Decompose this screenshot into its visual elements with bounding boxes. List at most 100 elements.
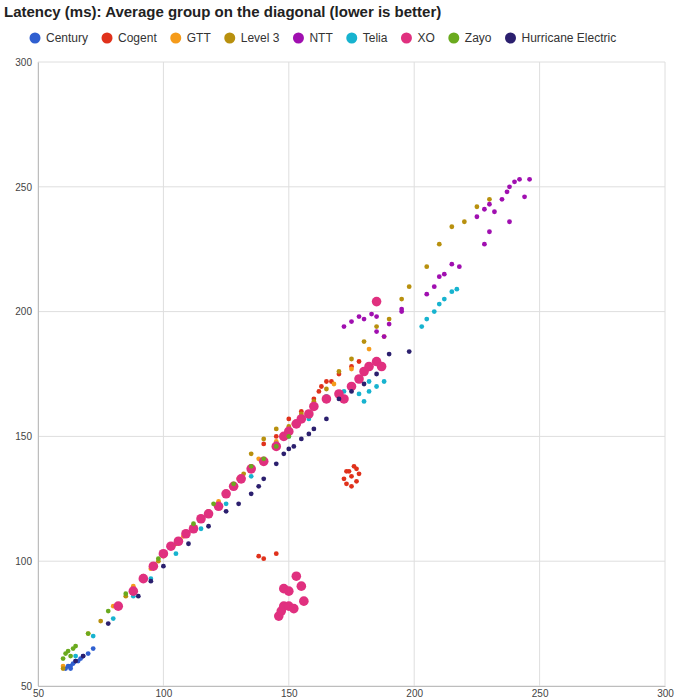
point — [357, 359, 362, 364]
x-axis: 50100150200250300 — [33, 686, 674, 699]
grid-line-x — [414, 62, 415, 686]
point — [148, 579, 153, 584]
point — [61, 656, 66, 661]
point — [261, 441, 266, 446]
legend-swatch — [505, 33, 516, 44]
legend-item: Level 3 — [224, 31, 280, 45]
x-tick-label: 200 — [406, 688, 423, 699]
point — [362, 317, 367, 322]
legend-swatch — [401, 33, 412, 44]
point — [274, 427, 279, 432]
point — [362, 382, 367, 387]
legend-swatch — [224, 33, 235, 44]
point — [374, 324, 379, 329]
legend-swatch — [346, 33, 357, 44]
legend-label: Century — [46, 31, 88, 45]
point — [271, 442, 281, 452]
point — [174, 536, 184, 546]
point — [492, 209, 497, 214]
point — [362, 339, 367, 344]
series — [61, 197, 492, 671]
point — [311, 427, 316, 432]
point — [286, 417, 291, 422]
grid-line-x — [539, 62, 540, 686]
point — [367, 347, 372, 352]
point — [487, 202, 492, 207]
y-tick: 50 — [21, 681, 38, 692]
y-tick: 300 — [15, 57, 38, 68]
point — [73, 644, 78, 649]
point — [505, 189, 510, 194]
points — [61, 177, 532, 671]
point — [86, 651, 91, 656]
point — [86, 631, 91, 636]
point — [68, 666, 73, 671]
point — [522, 194, 527, 199]
point — [424, 292, 429, 297]
point — [349, 389, 354, 394]
point — [349, 474, 354, 479]
point — [259, 457, 269, 467]
legend-item: NTT — [293, 31, 333, 45]
point — [299, 596, 309, 606]
legend-label: Cogent — [118, 31, 157, 45]
legend-label: Hurricane Electric — [521, 31, 616, 45]
point — [111, 616, 116, 621]
point — [454, 287, 459, 292]
point — [462, 219, 467, 224]
series — [63, 646, 95, 671]
series — [256, 359, 361, 561]
point — [457, 264, 462, 269]
grid-line-x — [38, 62, 39, 686]
x-axis-line — [39, 686, 666, 687]
grid-line-x — [665, 62, 666, 686]
point — [332, 382, 337, 387]
point — [527, 177, 532, 182]
point — [286, 446, 291, 451]
point — [374, 314, 379, 319]
point — [274, 434, 279, 439]
point — [419, 324, 424, 329]
point — [161, 564, 166, 569]
y-axis-line — [38, 63, 39, 687]
legend-swatch — [102, 33, 113, 44]
point — [106, 609, 111, 614]
point — [291, 444, 296, 449]
x-tick: 100 — [156, 686, 173, 699]
point — [261, 556, 266, 561]
point — [382, 334, 387, 339]
legend-item: Zayo — [448, 31, 492, 45]
series — [61, 334, 387, 668]
point — [68, 654, 73, 659]
plot: 5010015020025030050100150200250300 — [15, 57, 674, 699]
point — [374, 384, 379, 389]
point — [382, 334, 387, 339]
legend-swatch — [30, 33, 41, 44]
point — [324, 387, 329, 392]
y-tick-label: 200 — [15, 306, 32, 317]
point — [256, 554, 261, 559]
series — [73, 287, 459, 659]
y-tick-label: 250 — [15, 182, 32, 193]
point — [98, 619, 103, 624]
y-tick-label: 300 — [15, 57, 32, 68]
x-tick: 150 — [281, 686, 298, 699]
point — [357, 471, 362, 476]
point — [136, 594, 141, 599]
point — [286, 434, 291, 439]
point — [500, 197, 505, 202]
point — [274, 551, 279, 556]
legend-label: Level 3 — [241, 31, 280, 45]
point — [432, 284, 437, 289]
point — [206, 524, 211, 529]
point — [229, 482, 239, 492]
x-tick-label: 150 — [281, 688, 298, 699]
legend-item: Century — [30, 31, 89, 45]
point — [106, 621, 111, 626]
point — [261, 456, 266, 461]
point — [281, 451, 286, 456]
point — [91, 646, 96, 651]
point — [309, 402, 319, 412]
point — [449, 262, 454, 267]
series — [73, 349, 411, 663]
